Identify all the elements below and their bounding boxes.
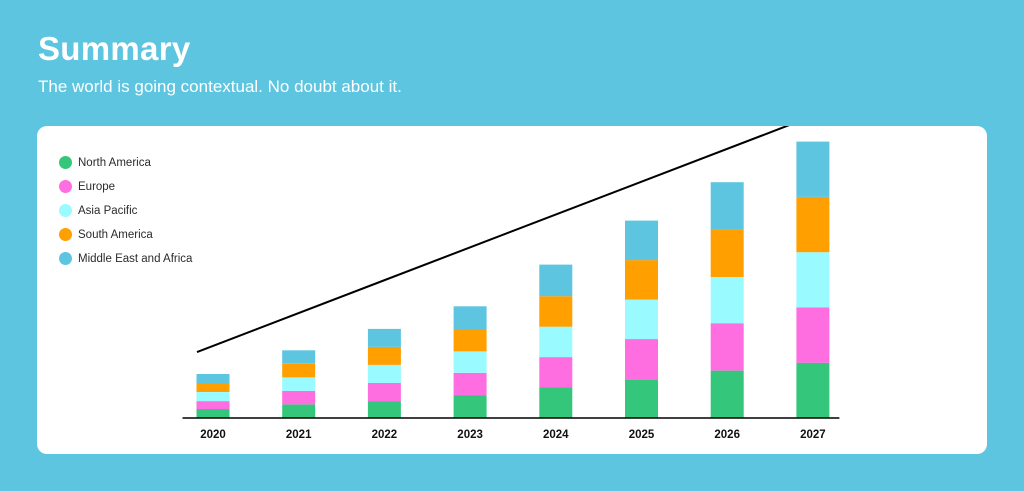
bar-segment-2027-middle-east-and-africa [796,141,830,197]
legend-marker-south-america [59,228,72,241]
bar-segment-2021-south-america [282,363,316,378]
x-tick-label-2024: 2024 [543,429,569,441]
x-tick-label-2020: 2020 [200,429,226,441]
bar-segment-2023-north-america [453,395,487,418]
bar-segment-2024-asia-pacific [539,326,573,358]
bar-segment-2021-asia-pacific [282,377,316,391]
bar-segment-2020-europe [196,401,230,409]
bar-segment-2020-middle-east-and-africa [196,374,230,383]
bar-segment-2022-asia-pacific [367,365,401,383]
bar-segment-2026-north-america [710,370,744,418]
bar-segment-2020-south-america [196,383,230,392]
bar-segment-2024-south-america [539,296,573,327]
bar-segment-2022-south-america [367,346,401,365]
page-subtitle: The world is going contextual. No doubt … [38,77,402,96]
bar-segment-2021-north-america [282,404,316,418]
bar-segment-2020-asia-pacific [196,392,230,402]
bar-segment-2024-europe [539,357,573,388]
bar-segment-2026-europe [710,323,744,371]
bar-segment-2025-asia-pacific [625,299,658,340]
legend-label-south-america: South America [78,228,153,241]
legend-label-europe: Europe [78,180,116,193]
bar-segment-2023-south-america [453,330,487,352]
legend-marker-europe [59,180,72,193]
chart-legend: North America Europe Asia Pacific South … [59,154,192,267]
bar-segment-2027-europe [796,307,830,363]
legend-item-south-america: South America [59,226,192,243]
bar-segment-2024-north-america [539,387,573,418]
legend-label-middle-east-africa: Middle East and Africa [78,252,193,265]
bar-segment-2020-north-america [196,409,230,418]
bar-segment-2025-middle-east-and-africa [625,220,658,261]
bar-segment-2025-south-america [625,260,658,300]
bar-segment-2026-middle-east-and-africa [710,182,744,230]
bar-segment-2021-europe [282,390,316,405]
bar-segment-2027-asia-pacific [796,252,830,308]
bar-segment-2026-asia-pacific [710,277,744,324]
bar-segment-2022-north-america [367,401,401,418]
trend-arrow [196,126,790,353]
page-title: Summary [38,30,191,67]
legend-item-north-america: North America [59,154,192,171]
bar-segment-2023-middle-east-and-africa [453,306,487,330]
legend-item-middle-east-africa: Middle East and Africa [59,250,192,267]
legend-item-asia-pacific: Asia Pacific [59,202,192,219]
bar-segment-2026-south-america [710,229,744,277]
bar-segment-2025-europe [625,339,658,380]
bar-segment-2025-north-america [625,379,658,418]
bar-segment-2024-middle-east-and-africa [539,264,573,297]
legend-marker-north-america [59,156,72,169]
bar-segment-2027-south-america [796,196,830,253]
legend-marker-middle-east-africa [59,252,72,265]
x-tick-label-2022: 2022 [372,429,398,441]
x-tick-label-2026: 2026 [714,429,740,441]
legend-label-north-america: North America [78,156,151,169]
x-tick-label-2021: 2021 [286,429,312,441]
bar-segment-2022-middle-east-and-africa [367,328,401,347]
bar-segment-2022-europe [367,383,401,401]
bar-segment-2021-middle-east-and-africa [282,350,316,364]
bar-segment-2023-europe [453,372,487,396]
bar-segment-2023-asia-pacific [453,351,487,373]
legend-item-europe: Europe [59,178,192,195]
bar-segment-2027-north-america [796,362,830,418]
x-tick-label-2025: 2025 [629,429,655,441]
legend-marker-asia-pacific [59,204,72,217]
x-tick-label-2027: 2027 [800,429,826,441]
x-tick-label-2023: 2023 [457,429,483,441]
legend-label-asia-pacific: Asia Pacific [78,204,138,217]
chart-card: North America Europe Asia Pacific South … [37,126,987,454]
stacked-bar-chart: 2020 2021 2022 2023 2024 2025 2026 2027 [182,126,840,441]
